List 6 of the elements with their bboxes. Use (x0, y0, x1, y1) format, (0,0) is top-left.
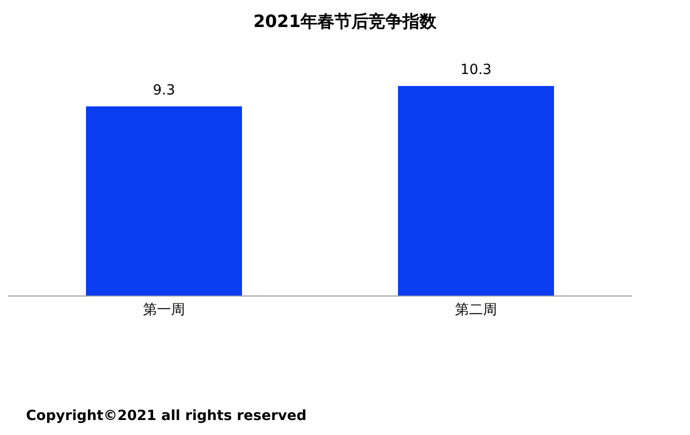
text: Copyright©2021 all rights reserved (26, 408, 307, 424)
x-tick-label: 第二周 (455, 302, 497, 318)
data-label: 9.3 (152, 82, 176, 98)
data-label: 10.3 (460, 62, 492, 78)
chart-title: 2021年春节后竞争指数 (252, 11, 438, 34)
x-tick-label: 第一周 (143, 302, 185, 318)
